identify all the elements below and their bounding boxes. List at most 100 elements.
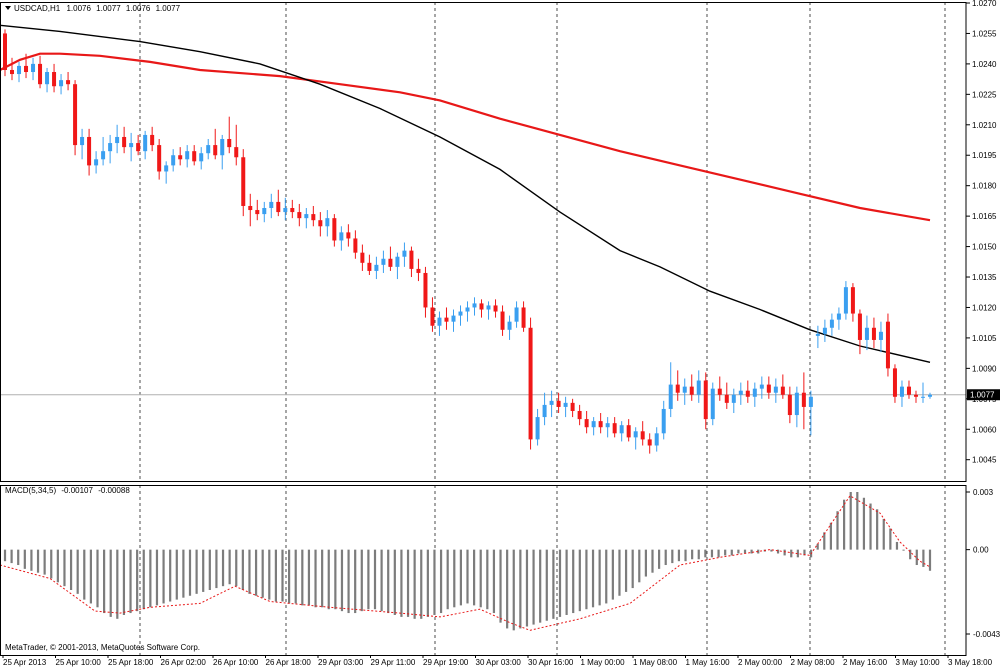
candle-body — [185, 151, 190, 160]
macd-bar — [274, 549, 277, 602]
candle — [87, 128, 92, 176]
candle-body — [647, 439, 652, 446]
candle — [514, 301, 519, 328]
candle — [766, 376, 771, 399]
candle-body — [472, 303, 477, 308]
candle-body — [808, 396, 813, 407]
candle — [500, 305, 505, 336]
candle — [402, 242, 407, 267]
y-tick-label: 1.0225 — [972, 90, 997, 99]
macd-bar — [638, 549, 641, 583]
macd-bar — [453, 549, 456, 608]
macd-bar — [433, 549, 436, 615]
macd-bar — [354, 549, 357, 614]
macd-bar — [17, 549, 20, 566]
macd-bar — [182, 549, 185, 598]
candle — [542, 392, 547, 426]
candle — [843, 281, 848, 320]
candle — [822, 319, 827, 342]
candle — [290, 199, 295, 219]
macd-bar — [704, 549, 707, 558]
candle-body — [45, 72, 50, 85]
x-tick-label: 1 May 08:00 — [633, 658, 678, 667]
candle — [633, 427, 638, 450]
candle-body — [689, 386, 694, 395]
x-tick-label: 3 May 10:00 — [896, 658, 941, 667]
macd-bar — [122, 549, 126, 615]
macd-bar — [710, 549, 714, 558]
candle — [353, 230, 358, 259]
macd-bar — [506, 549, 509, 629]
candle-body — [766, 384, 771, 393]
macd-bar — [36, 549, 40, 573]
candle-body — [3, 33, 7, 70]
candle-body — [227, 138, 232, 148]
candle — [213, 128, 218, 160]
candle — [269, 193, 274, 219]
current-price-label: 1.0077 — [970, 391, 995, 400]
macd-bar — [314, 549, 317, 608]
y-tick-label: 1.0150 — [972, 243, 997, 252]
candle — [857, 309, 862, 355]
low-value: 1.0076 — [126, 4, 151, 13]
candle — [59, 74, 64, 95]
macd-bar — [895, 541, 899, 550]
x-tick-label: 1 May 00:00 — [581, 658, 626, 667]
candle-body — [374, 264, 379, 271]
macd-bar — [790, 549, 793, 558]
candle — [178, 147, 183, 166]
high-value: 1.0077 — [96, 4, 121, 13]
candle-body — [878, 331, 883, 340]
macd-bar — [195, 549, 198, 594]
macd-bar — [558, 549, 562, 617]
x-tick-label: 2 May 08:00 — [791, 658, 836, 667]
x-tick-label: 25 Apr 10:00 — [56, 658, 102, 667]
current-price-badge: 1.0077 — [967, 389, 1000, 401]
candle — [654, 427, 659, 452]
candle — [507, 315, 512, 340]
y-tick-label: 1.0045 — [972, 456, 997, 465]
macd-bar — [598, 549, 601, 606]
macd-bar — [697, 549, 700, 560]
macd-bar — [492, 549, 496, 614]
candle-body — [836, 313, 841, 320]
macd-bar — [737, 549, 740, 554]
candle-body — [122, 136, 127, 148]
candle — [682, 378, 687, 405]
candle — [731, 388, 736, 414]
candle-body — [661, 408, 666, 434]
candle — [297, 203, 302, 227]
candle — [871, 317, 876, 349]
macd-bar — [843, 499, 846, 550]
panel-frames — [0, 2, 967, 656]
candle-body — [928, 394, 932, 397]
candle-body — [73, 84, 78, 146]
macd-header: MACD(5,34,5) -0.00107 -0.00088 — [5, 486, 130, 495]
candle — [696, 370, 701, 403]
candle-body — [724, 394, 729, 403]
dropdown-triangle-icon[interactable] — [5, 6, 11, 10]
candle-body — [731, 394, 736, 403]
candle — [311, 205, 316, 227]
macd-bar — [327, 549, 330, 610]
macd-bar — [175, 549, 178, 600]
macd-bar — [76, 549, 79, 594]
macd-bar — [155, 549, 159, 606]
macd-bar — [889, 528, 892, 550]
candle-body — [710, 388, 715, 420]
candle — [598, 413, 603, 434]
candle-body — [402, 250, 407, 257]
macd-bar — [43, 549, 46, 575]
candle-body — [906, 386, 911, 395]
candle — [563, 396, 568, 418]
candle — [437, 311, 442, 336]
x-tick-label: 25 Apr 2013 — [3, 658, 47, 667]
macd-y-tick-label: 0.003 — [973, 488, 994, 497]
candle — [675, 370, 680, 401]
candle-body — [276, 201, 281, 213]
svg-text:MACD(5,34,5) -0.00107: MACD(5,34,5) -0.00107 -0.00088 — [5, 486, 130, 495]
candle — [192, 145, 197, 166]
macd-bar — [624, 549, 628, 592]
candle — [591, 417, 596, 436]
candle-body — [535, 417, 540, 440]
